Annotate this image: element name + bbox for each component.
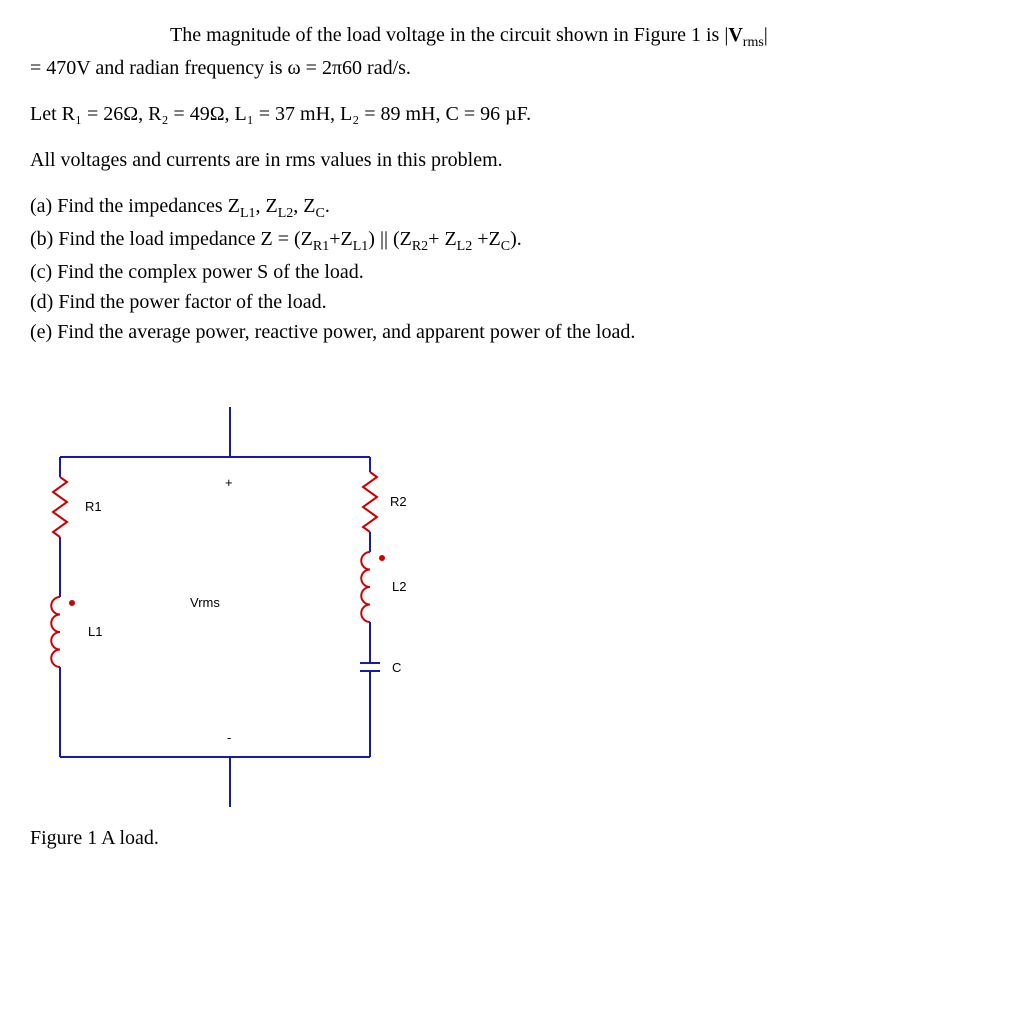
svg-text:R1: R1 <box>85 499 102 514</box>
svg-text:Vrms: Vrms <box>190 595 220 610</box>
figure-caption: Figure 1 A load. <box>30 827 987 850</box>
svg-text:L2: L2 <box>392 579 406 594</box>
line4: All voltages and currents are in rms val… <box>30 145 987 175</box>
qa-a: (a) Find the impedances Z <box>30 195 240 217</box>
line1-part-c: rms <box>743 35 764 50</box>
qb-c: +Z <box>329 228 353 250</box>
qb-g: + Z <box>428 228 457 250</box>
line1-part-a: The magnitude of the load voltage in the… <box>170 24 728 46</box>
qb-k: ). <box>510 228 522 250</box>
line3: Let R₁ = 26Ω, R₂ = 49Ω, L₁ = 37 mH, L₂ =… <box>30 99 987 129</box>
qb-d: L1 <box>353 239 369 254</box>
qa-b: L1 <box>240 206 256 221</box>
svg-text:R2: R2 <box>390 494 407 509</box>
qa-f: C <box>316 206 325 221</box>
qe: (e) Find the average power, reactive pow… <box>30 321 635 343</box>
svg-text:C: C <box>392 660 401 675</box>
figure-container: R1 L1 R2 L2 C Vrms + - Figure 1 A load. <box>30 377 987 850</box>
qc: (c) Find the complex power S of the load… <box>30 261 364 283</box>
line2: = 470V and radian frequency is ω = 2π60 … <box>30 57 411 79</box>
svg-text:L1: L1 <box>88 624 102 639</box>
qb-i: +Z <box>472 228 501 250</box>
qa-c: , Z <box>256 195 278 217</box>
line1-part-b: V <box>728 24 742 46</box>
line1: The magnitude of the load voltage in the… <box>30 20 987 83</box>
qb-a: (b) Find the load impedance Z = (Z <box>30 228 313 250</box>
svg-text:+: + <box>225 475 233 490</box>
qb-f: R2 <box>412 239 428 254</box>
qb-h: L2 <box>457 239 473 254</box>
qb-e: ) || (Z <box>368 228 412 250</box>
qa-d: L2 <box>278 206 294 221</box>
qd: (d) Find the power factor of the load. <box>30 291 327 313</box>
problem-text: The magnitude of the load voltage in the… <box>30 20 987 347</box>
qa-e: , Z <box>293 195 315 217</box>
circuit-diagram: R1 L1 R2 L2 C Vrms + - <box>30 377 450 817</box>
qa-g: . <box>325 195 330 217</box>
qb-j: C <box>501 239 510 254</box>
svg-text:-: - <box>227 730 231 745</box>
line1-part-d: | <box>764 24 768 46</box>
qb-b: R1 <box>313 239 329 254</box>
